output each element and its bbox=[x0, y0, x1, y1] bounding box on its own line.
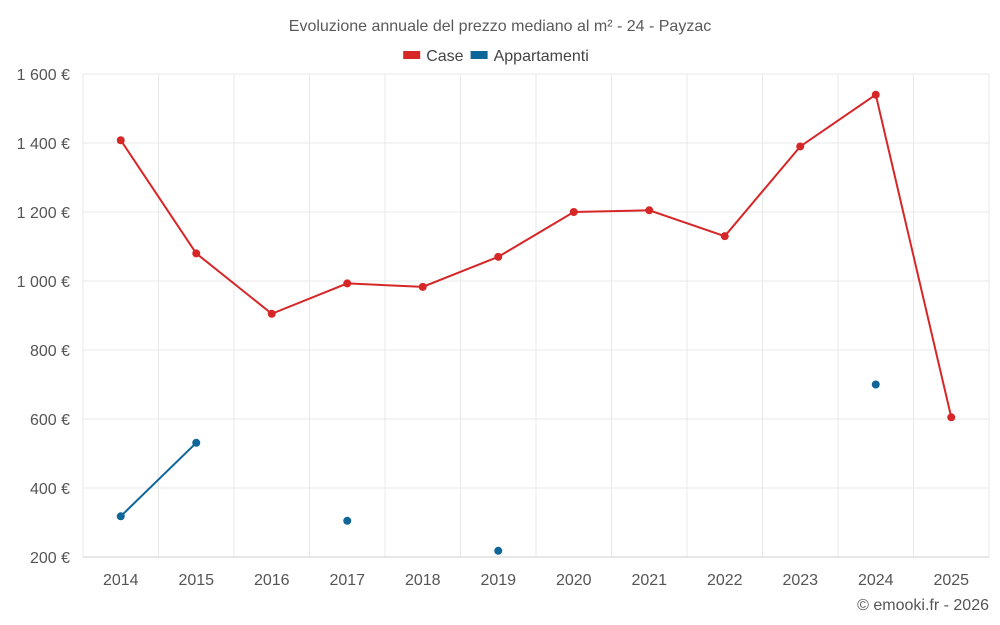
series-appartamenti bbox=[116, 380, 880, 555]
data-point[interactable] bbox=[116, 512, 125, 521]
data-point[interactable] bbox=[494, 252, 503, 261]
data-point[interactable] bbox=[343, 279, 352, 288]
y-tick-label: 1 000 € bbox=[17, 274, 70, 291]
legend-item-appartamenti[interactable]: Appartamenti bbox=[470, 48, 589, 65]
series-line bbox=[120, 442, 197, 518]
grid bbox=[82, 73, 990, 557]
data-point[interactable] bbox=[343, 516, 352, 525]
x-tick-label: 2021 bbox=[631, 572, 667, 589]
y-tick-label: 1 200 € bbox=[17, 205, 70, 222]
data-point[interactable] bbox=[947, 413, 956, 422]
legend-label: Case bbox=[426, 48, 463, 65]
data-point[interactable] bbox=[192, 249, 201, 258]
x-tick-label: 2025 bbox=[933, 572, 969, 589]
y-tick-label: 600 € bbox=[30, 412, 70, 429]
legend-label: Appartamenti bbox=[494, 48, 589, 65]
series-case bbox=[116, 90, 956, 422]
chart-title: Evoluzione annuale del prezzo mediano al… bbox=[289, 18, 711, 35]
x-tick-label: 2016 bbox=[254, 572, 290, 589]
data-point[interactable] bbox=[871, 90, 880, 99]
data-point[interactable] bbox=[418, 282, 427, 291]
data-point[interactable] bbox=[871, 380, 880, 389]
series-line bbox=[119, 93, 953, 418]
data-point[interactable] bbox=[494, 546, 503, 555]
x-tick-label: 2017 bbox=[329, 572, 365, 589]
y-tick-label: 1 600 € bbox=[17, 67, 70, 84]
data-point[interactable] bbox=[267, 309, 276, 318]
x-tick-label: 2022 bbox=[707, 572, 743, 589]
y-tick-label: 800 € bbox=[30, 343, 70, 360]
data-point[interactable] bbox=[645, 206, 654, 215]
data-point[interactable] bbox=[720, 232, 729, 241]
data-point[interactable] bbox=[569, 208, 578, 216]
y-tick-label: 1 400 € bbox=[17, 136, 70, 153]
x-tick-label: 2020 bbox=[556, 572, 592, 589]
x-tick-label: 2023 bbox=[782, 572, 818, 589]
x-tick-label: 2024 bbox=[858, 572, 894, 589]
legend-swatch bbox=[403, 51, 421, 59]
x-tick-label: 2015 bbox=[178, 572, 214, 589]
data-point[interactable] bbox=[192, 438, 201, 447]
legend-item-case[interactable]: Case bbox=[403, 48, 464, 65]
data-point[interactable] bbox=[116, 136, 125, 145]
credit-text: © emooki.fr - 2026 bbox=[857, 597, 989, 614]
data-point[interactable] bbox=[796, 142, 805, 151]
axes: 200 € 400 € 600 € 800 € 1 000 € 1 200 € 1 400 … bbox=[17, 67, 989, 589]
legend: Case Appartamenti bbox=[403, 48, 589, 65]
series-layer bbox=[116, 90, 956, 555]
x-tick-label: 2018 bbox=[405, 572, 441, 589]
y-tick-label: 400 € bbox=[30, 481, 70, 498]
legend-swatch bbox=[470, 51, 488, 59]
x-tick-label: 2014 bbox=[103, 572, 139, 589]
y-tick-label: 200 € bbox=[30, 550, 70, 567]
x-tick-label: 2019 bbox=[480, 572, 516, 589]
